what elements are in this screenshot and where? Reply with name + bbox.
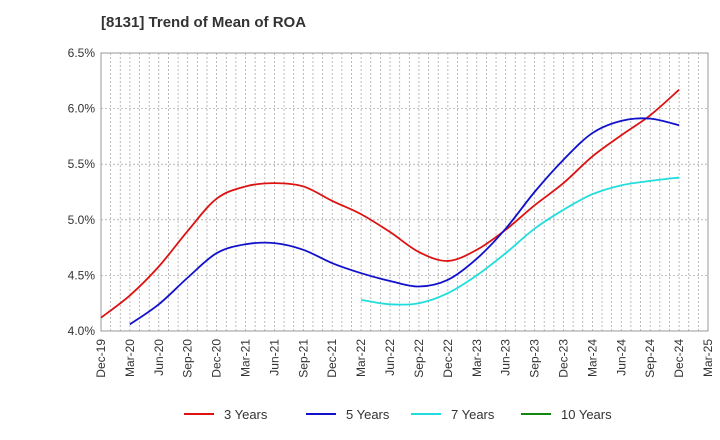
y-axis: 4.0% 4.5% 5.0% 5.5% 6.0% 6.5% — [68, 46, 96, 338]
legend-label: 10 Years — [561, 407, 612, 422]
x-tick-label: Jun-22 — [383, 339, 397, 376]
x-tick-label: Dec-24 — [672, 339, 686, 378]
x-tick-label: Sep-22 — [412, 339, 426, 378]
y-tick-label: 4.5% — [68, 268, 96, 282]
chart-title: [8131] Trend of Mean of ROA — [101, 14, 307, 31]
series-line-3-years — [100, 89, 680, 319]
x-tick-label: Sep-21 — [296, 339, 310, 378]
x-tick-label: Dec-21 — [325, 339, 339, 378]
x-tick-label: Jun-24 — [614, 339, 628, 376]
y-tick-label: 6.0% — [68, 102, 96, 116]
series-line-7-years — [361, 176, 680, 306]
x-tick-label: Dec-23 — [556, 339, 570, 378]
x-tick-label: Dec-22 — [441, 339, 455, 378]
x-tick-label: Sep-23 — [528, 339, 542, 378]
legend-label: 7 Years — [451, 407, 495, 422]
grid — [101, 53, 708, 331]
x-tick-label: Dec-20 — [210, 339, 224, 378]
legend-label: 5 Years — [346, 407, 390, 422]
y-tick-label: 5.5% — [68, 157, 96, 171]
x-tick-label: Dec-19 — [94, 339, 108, 378]
y-tick-label: 6.5% — [68, 46, 96, 60]
x-tick-label: Mar-25 — [701, 339, 715, 377]
legend-label: 3 Years — [224, 407, 268, 422]
legend: 3 Years 5 Years 7 Years 10 Years — [184, 407, 612, 422]
x-tick-label: Jun-23 — [499, 339, 513, 376]
x-tick-label: Jun-21 — [267, 339, 281, 376]
x-tick-label: Sep-24 — [643, 339, 657, 378]
x-tick-label: Mar-20 — [123, 339, 137, 377]
x-tick-label: Jun-20 — [152, 339, 166, 376]
series-line-5-years — [129, 117, 680, 326]
x-tick-label: Mar-21 — [239, 339, 253, 377]
x-tick-label: Mar-24 — [585, 339, 599, 377]
y-tick-label: 5.0% — [68, 213, 96, 227]
x-tick-label: Sep-20 — [181, 339, 195, 378]
x-tick-label: Mar-22 — [354, 339, 368, 377]
plot-area-border — [100, 52, 709, 332]
x-tick-label: Mar-23 — [470, 339, 484, 377]
y-tick-label: 4.0% — [68, 324, 96, 338]
x-axis: Dec-19 Mar-20 Jun-20 Sep-20 Dec-20 Mar-21 Jun-… — [94, 339, 715, 378]
series-lines — [100, 89, 680, 326]
